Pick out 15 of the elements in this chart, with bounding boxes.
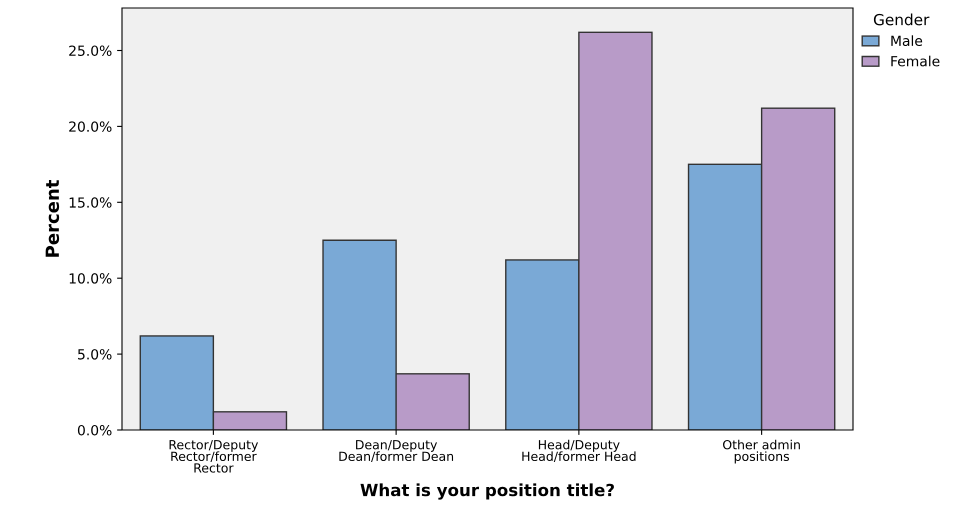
y-axis-title: Percent: [46, 180, 60, 257]
legend-label: Female: [891, 56, 940, 66]
y-tick-label: 5.0%: [78, 349, 112, 360]
y-tick-label: 20.0%: [69, 121, 112, 132]
y-tick-label: 0.0%: [78, 424, 112, 436]
y-tick-label: 25.0%: [69, 45, 112, 56]
x-tick-label: Other admin positions: [723, 440, 800, 464]
x-tick-label: Dean/Deputy Dean/former Dean: [339, 440, 454, 462]
legend-title: Gender: [874, 14, 930, 26]
legend-label: Male: [891, 35, 922, 46]
x-tick-label: Head/Deputy Head/former Head: [522, 440, 636, 462]
y-tick-label: 15.0%: [70, 197, 112, 208]
x-tick-label: Rector/Deputy Rector/former Rector: [170, 440, 258, 473]
y-tick-label: 10.0%: [70, 273, 112, 284]
x-axis-title: What is your position title?: [360, 483, 614, 500]
